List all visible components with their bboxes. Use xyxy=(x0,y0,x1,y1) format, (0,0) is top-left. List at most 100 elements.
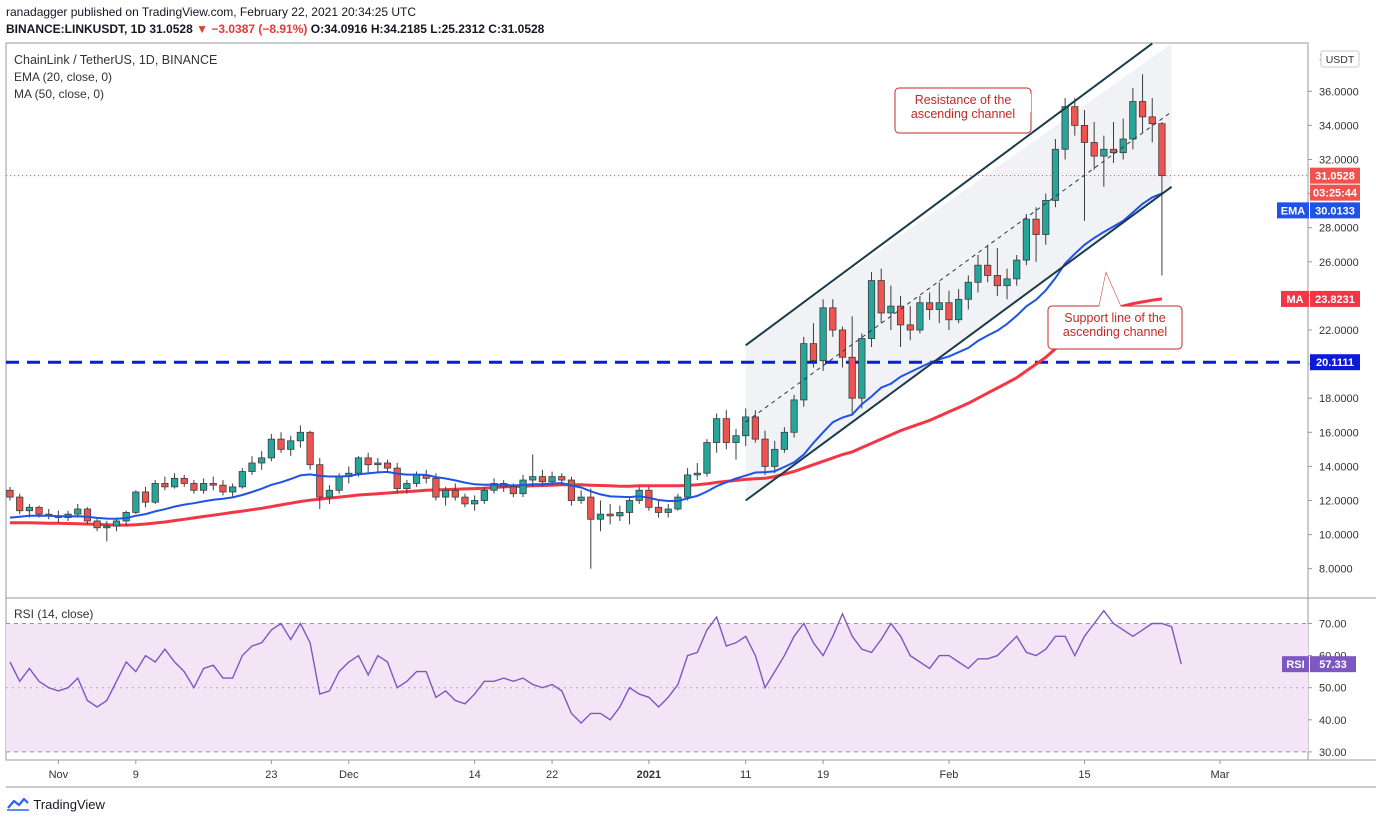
candle-body xyxy=(577,496,585,501)
candle-body xyxy=(170,477,179,488)
candle-body xyxy=(742,416,750,437)
legend-ma[interactable]: MA (50, close, 0) xyxy=(14,87,105,101)
candle-body xyxy=(1109,148,1118,154)
candle-body xyxy=(906,324,914,331)
ema-value-tag-bg xyxy=(1310,202,1360,219)
candle-body xyxy=(141,491,150,503)
support-callout-tail-mask xyxy=(1099,273,1121,307)
legend-title[interactable]: ChainLink / TetherUS, 1D, BINANCE xyxy=(14,53,218,67)
candle-body xyxy=(209,483,217,486)
candle-body xyxy=(809,343,818,362)
candle-body xyxy=(103,525,111,529)
price-tick-label: 26.0000 xyxy=(1319,257,1359,269)
candle-body xyxy=(664,508,672,513)
rsi-name-tag-text: RSI xyxy=(1286,659,1304,671)
candle-body xyxy=(771,448,779,467)
tradingview-logo[interactable]: TradingView xyxy=(6,797,105,812)
candle-body xyxy=(926,302,934,310)
candle-body xyxy=(1119,138,1127,154)
candle-body xyxy=(945,302,953,321)
candle-body xyxy=(509,486,517,495)
candle-body xyxy=(199,483,208,491)
candle-body xyxy=(616,512,624,517)
rsi-value-tag-text: 57.33 xyxy=(1319,659,1347,671)
resistance-callout-text-0: Resistance of the xyxy=(915,93,1012,107)
candle-body xyxy=(964,281,972,300)
rsi-line xyxy=(9,609,1182,724)
candle-body xyxy=(1158,123,1166,177)
support-callout-text-0: Support line of the xyxy=(1064,311,1166,325)
price-tick-label: 36.0000 xyxy=(1319,86,1359,98)
symbol-label: BINANCE:LINKUSDT, 1D xyxy=(6,22,147,36)
candle-body xyxy=(451,489,459,498)
candle-body xyxy=(858,338,866,399)
ma-50-line xyxy=(10,297,1163,527)
candle-body xyxy=(441,489,450,498)
last-price-tag-bg xyxy=(1310,167,1360,184)
publisher-line: ranadagger published on TradingView.com,… xyxy=(6,5,417,19)
candle-body xyxy=(1042,200,1050,235)
candle-body xyxy=(935,302,943,310)
legend-ema[interactable]: EMA (20, close, 0) xyxy=(14,70,113,84)
candle-body xyxy=(74,508,82,515)
legend-rsi[interactable]: RSI (14, close) xyxy=(14,607,94,621)
ohlc-high-label: H: xyxy=(370,22,384,36)
time-tick-label: Feb xyxy=(939,769,958,781)
candle-body xyxy=(529,476,537,481)
price-tick-label: 8.0000 xyxy=(1319,564,1353,576)
time-tick-label: 19 xyxy=(817,769,829,781)
ohlc-open: 34.0916 xyxy=(324,22,368,36)
candle-body xyxy=(161,483,169,488)
ohlc-close-label: C: xyxy=(488,22,501,36)
candle-body xyxy=(887,305,895,314)
candle-body xyxy=(955,298,963,321)
candle-body xyxy=(393,467,401,489)
candle-body xyxy=(316,464,324,498)
candle-body xyxy=(829,307,837,331)
rsi-band xyxy=(6,623,1308,752)
symbol-ohlc-line: BINANCE:LINKUSDT, 1D 31.0528 ▼ −3.0387 (… xyxy=(6,22,544,36)
candle-body xyxy=(984,264,992,276)
resistance-callout-text-1: ascending channel xyxy=(911,107,1015,121)
ema-name-tag-text: EMA xyxy=(1281,205,1306,217)
tradingview-cloud-icon xyxy=(7,797,29,811)
candle-body xyxy=(800,343,808,401)
candle-body xyxy=(83,508,92,522)
price-tick-label: 34.0000 xyxy=(1319,120,1359,132)
candle-body xyxy=(35,506,43,515)
candle-body xyxy=(1003,278,1011,287)
ema-name-tag-bg xyxy=(1277,202,1309,219)
candle-body xyxy=(1022,218,1031,261)
candle-body xyxy=(238,471,246,488)
ma-value-tag-text: 23.8231 xyxy=(1315,294,1355,306)
candle-body xyxy=(703,442,711,474)
candle-body xyxy=(412,474,421,484)
candle-body xyxy=(6,489,14,498)
ema-value-tag-text: 30.0133 xyxy=(1315,205,1355,217)
candle-body xyxy=(916,302,924,331)
candle-body xyxy=(364,457,372,466)
candle-body xyxy=(132,491,140,513)
price-tick-label: 28.0000 xyxy=(1319,223,1359,235)
price-tick-label: 12.0000 xyxy=(1319,496,1359,508)
candle-body xyxy=(896,305,905,326)
tradingview-logo-text: TradingView xyxy=(33,797,105,812)
time-tick-label: 15 xyxy=(1078,769,1090,781)
candle-body xyxy=(258,457,266,464)
candle-body xyxy=(684,474,692,498)
candle-body xyxy=(490,483,498,491)
candle-body xyxy=(461,496,469,505)
ohlc-open-label: O: xyxy=(310,22,325,36)
candle-body xyxy=(606,513,614,517)
candle-body xyxy=(538,476,547,483)
candle-body xyxy=(277,438,285,450)
candle-body xyxy=(780,431,789,450)
candle-body xyxy=(654,506,663,513)
candle-body xyxy=(1013,259,1021,280)
time-tick-label: 9 xyxy=(133,769,139,781)
candle-body xyxy=(567,479,576,501)
candle-body xyxy=(1090,142,1098,157)
candle-body xyxy=(93,520,101,529)
ohlc-low-label: L: xyxy=(430,22,442,36)
